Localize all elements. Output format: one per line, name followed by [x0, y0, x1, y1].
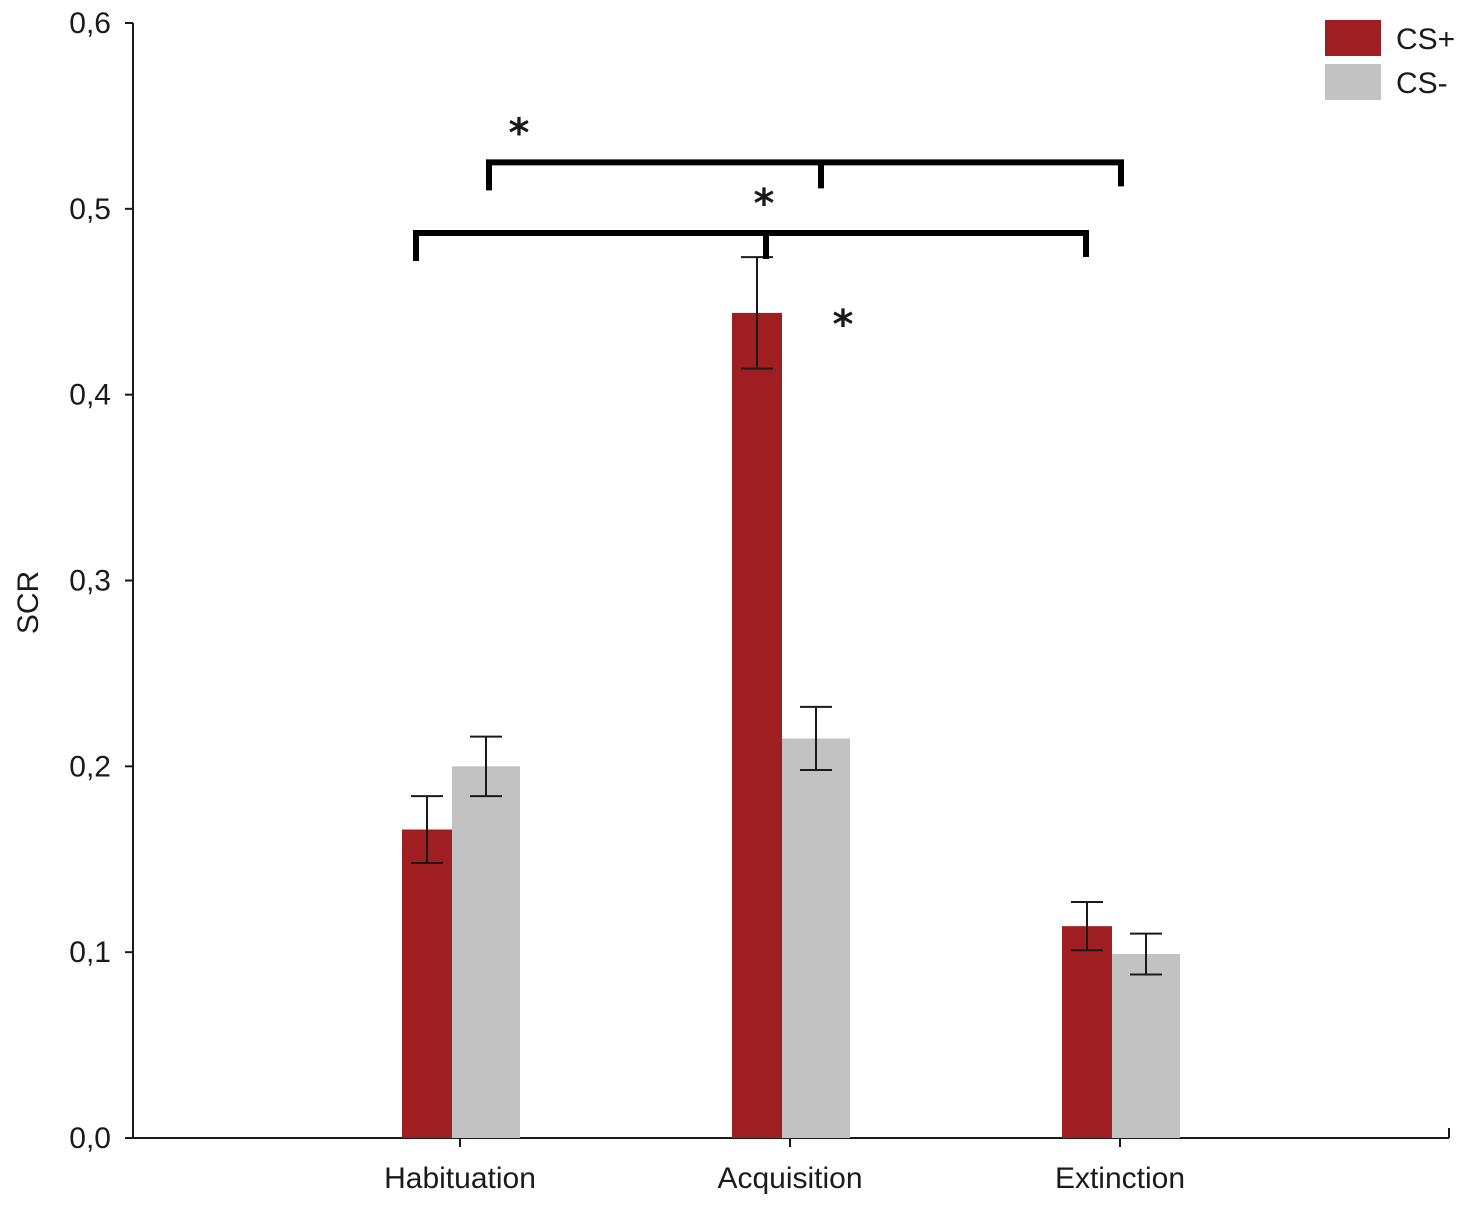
y-tick-label: 0,6: [69, 7, 111, 40]
y-tick-label: 0,3: [69, 565, 111, 598]
legend: CS+ CS-: [1325, 20, 1455, 100]
legend-label: CS+: [1396, 23, 1455, 56]
bar: [782, 738, 850, 1138]
y-axis-title: SCR: [12, 571, 45, 634]
significance-bracket: [486, 159, 1124, 191]
significance-annotations: * * *: [413, 110, 1124, 348]
significance-star: *: [754, 181, 775, 227]
legend-label: CS-: [1396, 67, 1448, 100]
axes: 0,0 0,1 0,2 0,3 0,4 0,5 0,6 SCR Habituation Acqui…: [12, 7, 1450, 1195]
legend-swatch: [1325, 64, 1381, 100]
significance-star: *: [833, 302, 854, 348]
bar: [1112, 954, 1180, 1138]
bar: [1062, 926, 1112, 1138]
bar: [732, 312, 782, 1138]
y-tick-label: 0,4: [69, 379, 111, 412]
y-tick-label: 0,5: [69, 193, 111, 226]
bar: [402, 829, 452, 1138]
bar: [452, 766, 520, 1138]
y-tick-label: 0,0: [69, 1122, 111, 1155]
error-bars: [411, 256, 1162, 976]
x-tick-label: Extinction: [1055, 1162, 1185, 1195]
y-tick-label: 0,1: [69, 936, 111, 969]
y-tick-label: 0,2: [69, 750, 111, 783]
significance-star: *: [509, 110, 530, 156]
x-tick-label: Acquisition: [717, 1162, 862, 1195]
x-tick-label: Habituation: [384, 1162, 536, 1195]
bars: [402, 312, 1180, 1138]
legend-swatch: [1325, 20, 1381, 56]
significance-bracket: [413, 229, 1089, 261]
